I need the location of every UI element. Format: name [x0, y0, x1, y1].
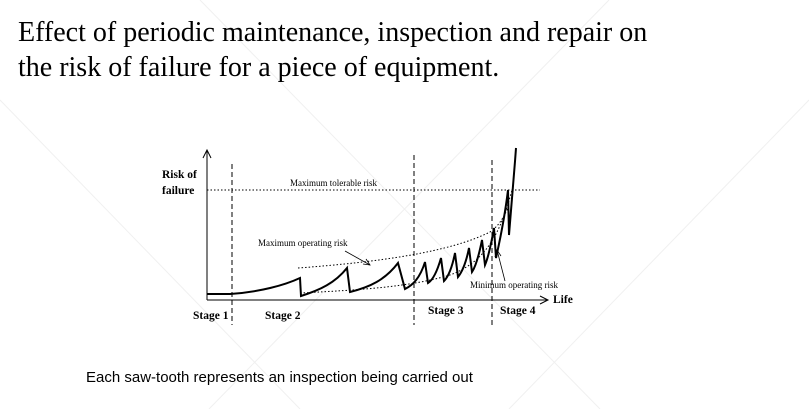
annotation: Maximum tolerable risk [290, 178, 377, 188]
caption: Each saw-tooth represents an inspection … [86, 369, 474, 386]
y-axis-label: Risk of [162, 169, 197, 181]
stage-label: Stage 2 [265, 310, 301, 322]
stage-label: Stage 4 [500, 305, 536, 317]
title-line: the risk of failure for a piece of equip… [18, 52, 499, 83]
x-axis-label: Life [553, 294, 573, 306]
annotation: Maximum operating risk [258, 238, 348, 248]
stage-label: Stage 3 [428, 305, 464, 317]
stage-label: Stage 1 [193, 310, 229, 322]
annotation: Minimum operating risk [470, 280, 558, 290]
min-operating-curve [299, 189, 513, 294]
risk-curve [207, 147, 517, 298]
axes [202, 148, 550, 305]
y-axis-label: failure [162, 185, 194, 197]
annotation-arrows [344, 249, 506, 282]
title-line: Effect of periodic maintenance, inspecti… [18, 17, 647, 48]
max-operating-curve [297, 204, 510, 269]
